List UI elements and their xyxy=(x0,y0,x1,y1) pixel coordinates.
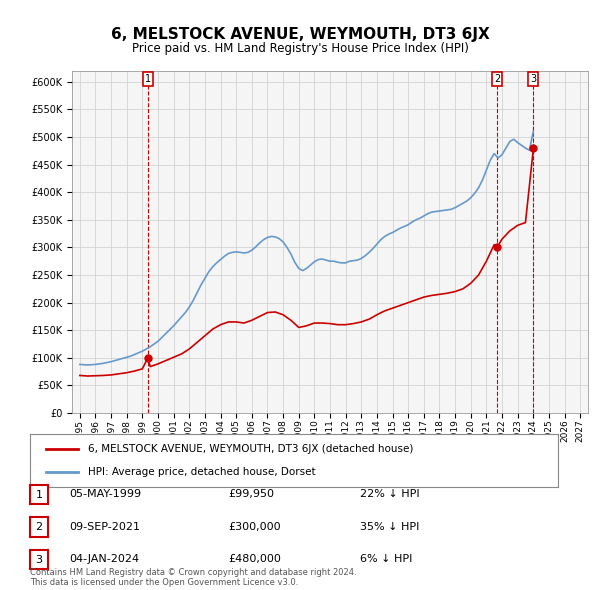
Text: 1: 1 xyxy=(145,74,151,84)
Text: Contains HM Land Registry data © Crown copyright and database right 2024.
This d: Contains HM Land Registry data © Crown c… xyxy=(30,568,356,587)
Text: 2: 2 xyxy=(35,522,43,532)
Text: 3: 3 xyxy=(530,74,536,84)
Text: 6, MELSTOCK AVENUE, WEYMOUTH, DT3 6JX: 6, MELSTOCK AVENUE, WEYMOUTH, DT3 6JX xyxy=(110,27,490,41)
Text: HPI: Average price, detached house, Dorset: HPI: Average price, detached house, Dors… xyxy=(88,467,316,477)
Text: 3: 3 xyxy=(35,555,43,565)
Text: 6, MELSTOCK AVENUE, WEYMOUTH, DT3 6JX (detached house): 6, MELSTOCK AVENUE, WEYMOUTH, DT3 6JX (d… xyxy=(88,444,413,454)
Text: 1: 1 xyxy=(35,490,43,500)
Text: 6% ↓ HPI: 6% ↓ HPI xyxy=(360,555,412,564)
Text: 22% ↓ HPI: 22% ↓ HPI xyxy=(360,490,419,499)
Text: £300,000: £300,000 xyxy=(228,522,281,532)
Text: 05-MAY-1999: 05-MAY-1999 xyxy=(69,490,141,499)
Text: 09-SEP-2021: 09-SEP-2021 xyxy=(69,522,140,532)
Text: 2: 2 xyxy=(494,74,500,84)
Text: £99,950: £99,950 xyxy=(228,490,274,499)
Text: £480,000: £480,000 xyxy=(228,555,281,564)
Text: Price paid vs. HM Land Registry's House Price Index (HPI): Price paid vs. HM Land Registry's House … xyxy=(131,42,469,55)
Text: 35% ↓ HPI: 35% ↓ HPI xyxy=(360,522,419,532)
Text: 04-JAN-2024: 04-JAN-2024 xyxy=(69,555,139,564)
